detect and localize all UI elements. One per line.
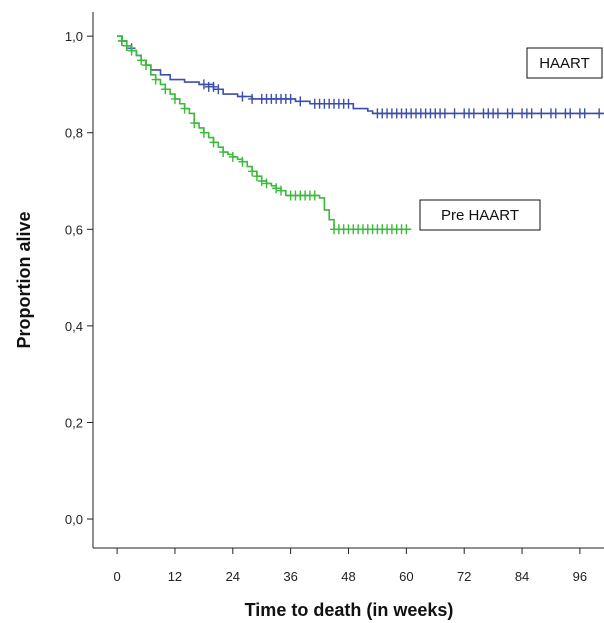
pre-haart-survival-line <box>117 35 412 231</box>
pre-haart-censor-mark <box>117 35 126 46</box>
x-tick-label: 84 <box>515 569 529 584</box>
haart-censor-mark <box>493 108 502 119</box>
x-tick-label: 12 <box>168 569 182 584</box>
pre-haart-censor-mark <box>161 84 170 95</box>
y-tick-label: 1,0 <box>65 29 83 44</box>
pre-haart-censor-mark <box>310 190 319 201</box>
pre-haart-censor-mark <box>402 224 411 235</box>
haart-censor-mark <box>537 108 546 119</box>
pre-haart-censor-mark <box>127 45 136 56</box>
haart-censor-mark <box>440 108 449 119</box>
haart-censor-mark <box>566 108 575 119</box>
legend-pre-haart: Pre HAART <box>419 199 541 231</box>
y-axis-title: Proportion alive <box>14 211 34 348</box>
haart-censor-mark <box>551 108 560 119</box>
pre-haart-censor-mark <box>238 156 247 167</box>
haart-censor-mark <box>595 108 604 119</box>
haart-censor-mark <box>344 98 353 109</box>
x-ticks: 0 12 24 36 48 60 72 84 96 <box>113 548 587 584</box>
y-tick-label: 0,8 <box>65 126 83 141</box>
haart-censor-mark <box>199 79 208 90</box>
legend-pre-haart-box <box>419 199 541 231</box>
y-tick-label: 0,0 <box>65 512 83 527</box>
haart-censor-mark <box>527 108 536 119</box>
pre-haart-censor-mark <box>122 40 131 51</box>
haart-censor-mark <box>238 91 247 102</box>
y-ticks: 0,0 0,2 0,4 0,6 0,8 1,0 <box>65 29 93 527</box>
pre-haart-censor-mark <box>277 185 286 196</box>
pre-haart-censor-mark <box>262 178 271 189</box>
x-tick-label: 48 <box>341 569 355 584</box>
haart-censor-mark <box>469 108 478 119</box>
pre-haart-censor-mark <box>137 55 146 66</box>
pre-haart-censor-mark <box>257 176 266 187</box>
x-tick-label: 72 <box>457 569 471 584</box>
haart-censor-mark <box>508 108 517 119</box>
y-tick-label: 0,6 <box>65 222 83 237</box>
legend-haart-label: HAART <box>539 55 590 72</box>
pre-haart-censor-mark <box>190 118 199 129</box>
pre-haart-censor-mark <box>219 147 228 158</box>
legend-haart-box <box>526 47 603 79</box>
pre-haart-censor-mark <box>272 183 281 194</box>
pre-haart-censor-mark <box>151 74 160 85</box>
pre-haart-censor-mark <box>142 60 151 71</box>
haart-censor-mark <box>286 93 295 104</box>
pre-haart-censor-mark <box>252 171 261 182</box>
haart-censor-mark <box>214 84 223 95</box>
y-tick-label: 0,2 <box>65 415 83 430</box>
series-layer <box>117 35 604 235</box>
y-tick-label: 0,4 <box>65 319 83 334</box>
legend-pre-haart-label: Pre HAART <box>441 207 519 224</box>
haart-censor-mark <box>580 108 589 119</box>
x-tick-label: 24 <box>226 569 240 584</box>
haart-censor-mark <box>209 81 218 92</box>
x-tick-label: 36 <box>283 569 297 584</box>
legend-haart: HAART <box>526 47 603 79</box>
x-tick-label: 60 <box>399 569 413 584</box>
pre-haart-censor-mark <box>180 103 189 114</box>
haart-censor-mark <box>450 108 459 119</box>
x-tick-label: 0 <box>113 569 120 584</box>
pre-haart-censor-mark <box>199 127 208 138</box>
pre-haart-censor-mark <box>248 166 257 177</box>
pre-haart-censor-mark <box>209 137 218 148</box>
haart-censor-mark <box>296 96 305 107</box>
haart-censor-mark <box>248 93 257 104</box>
pre-haart-censor-mark <box>170 93 179 104</box>
x-axis-title: Time to death (in weeks) <box>245 600 454 620</box>
x-tick-label: 96 <box>573 569 587 584</box>
pre-haart-censor-mark <box>228 151 237 162</box>
